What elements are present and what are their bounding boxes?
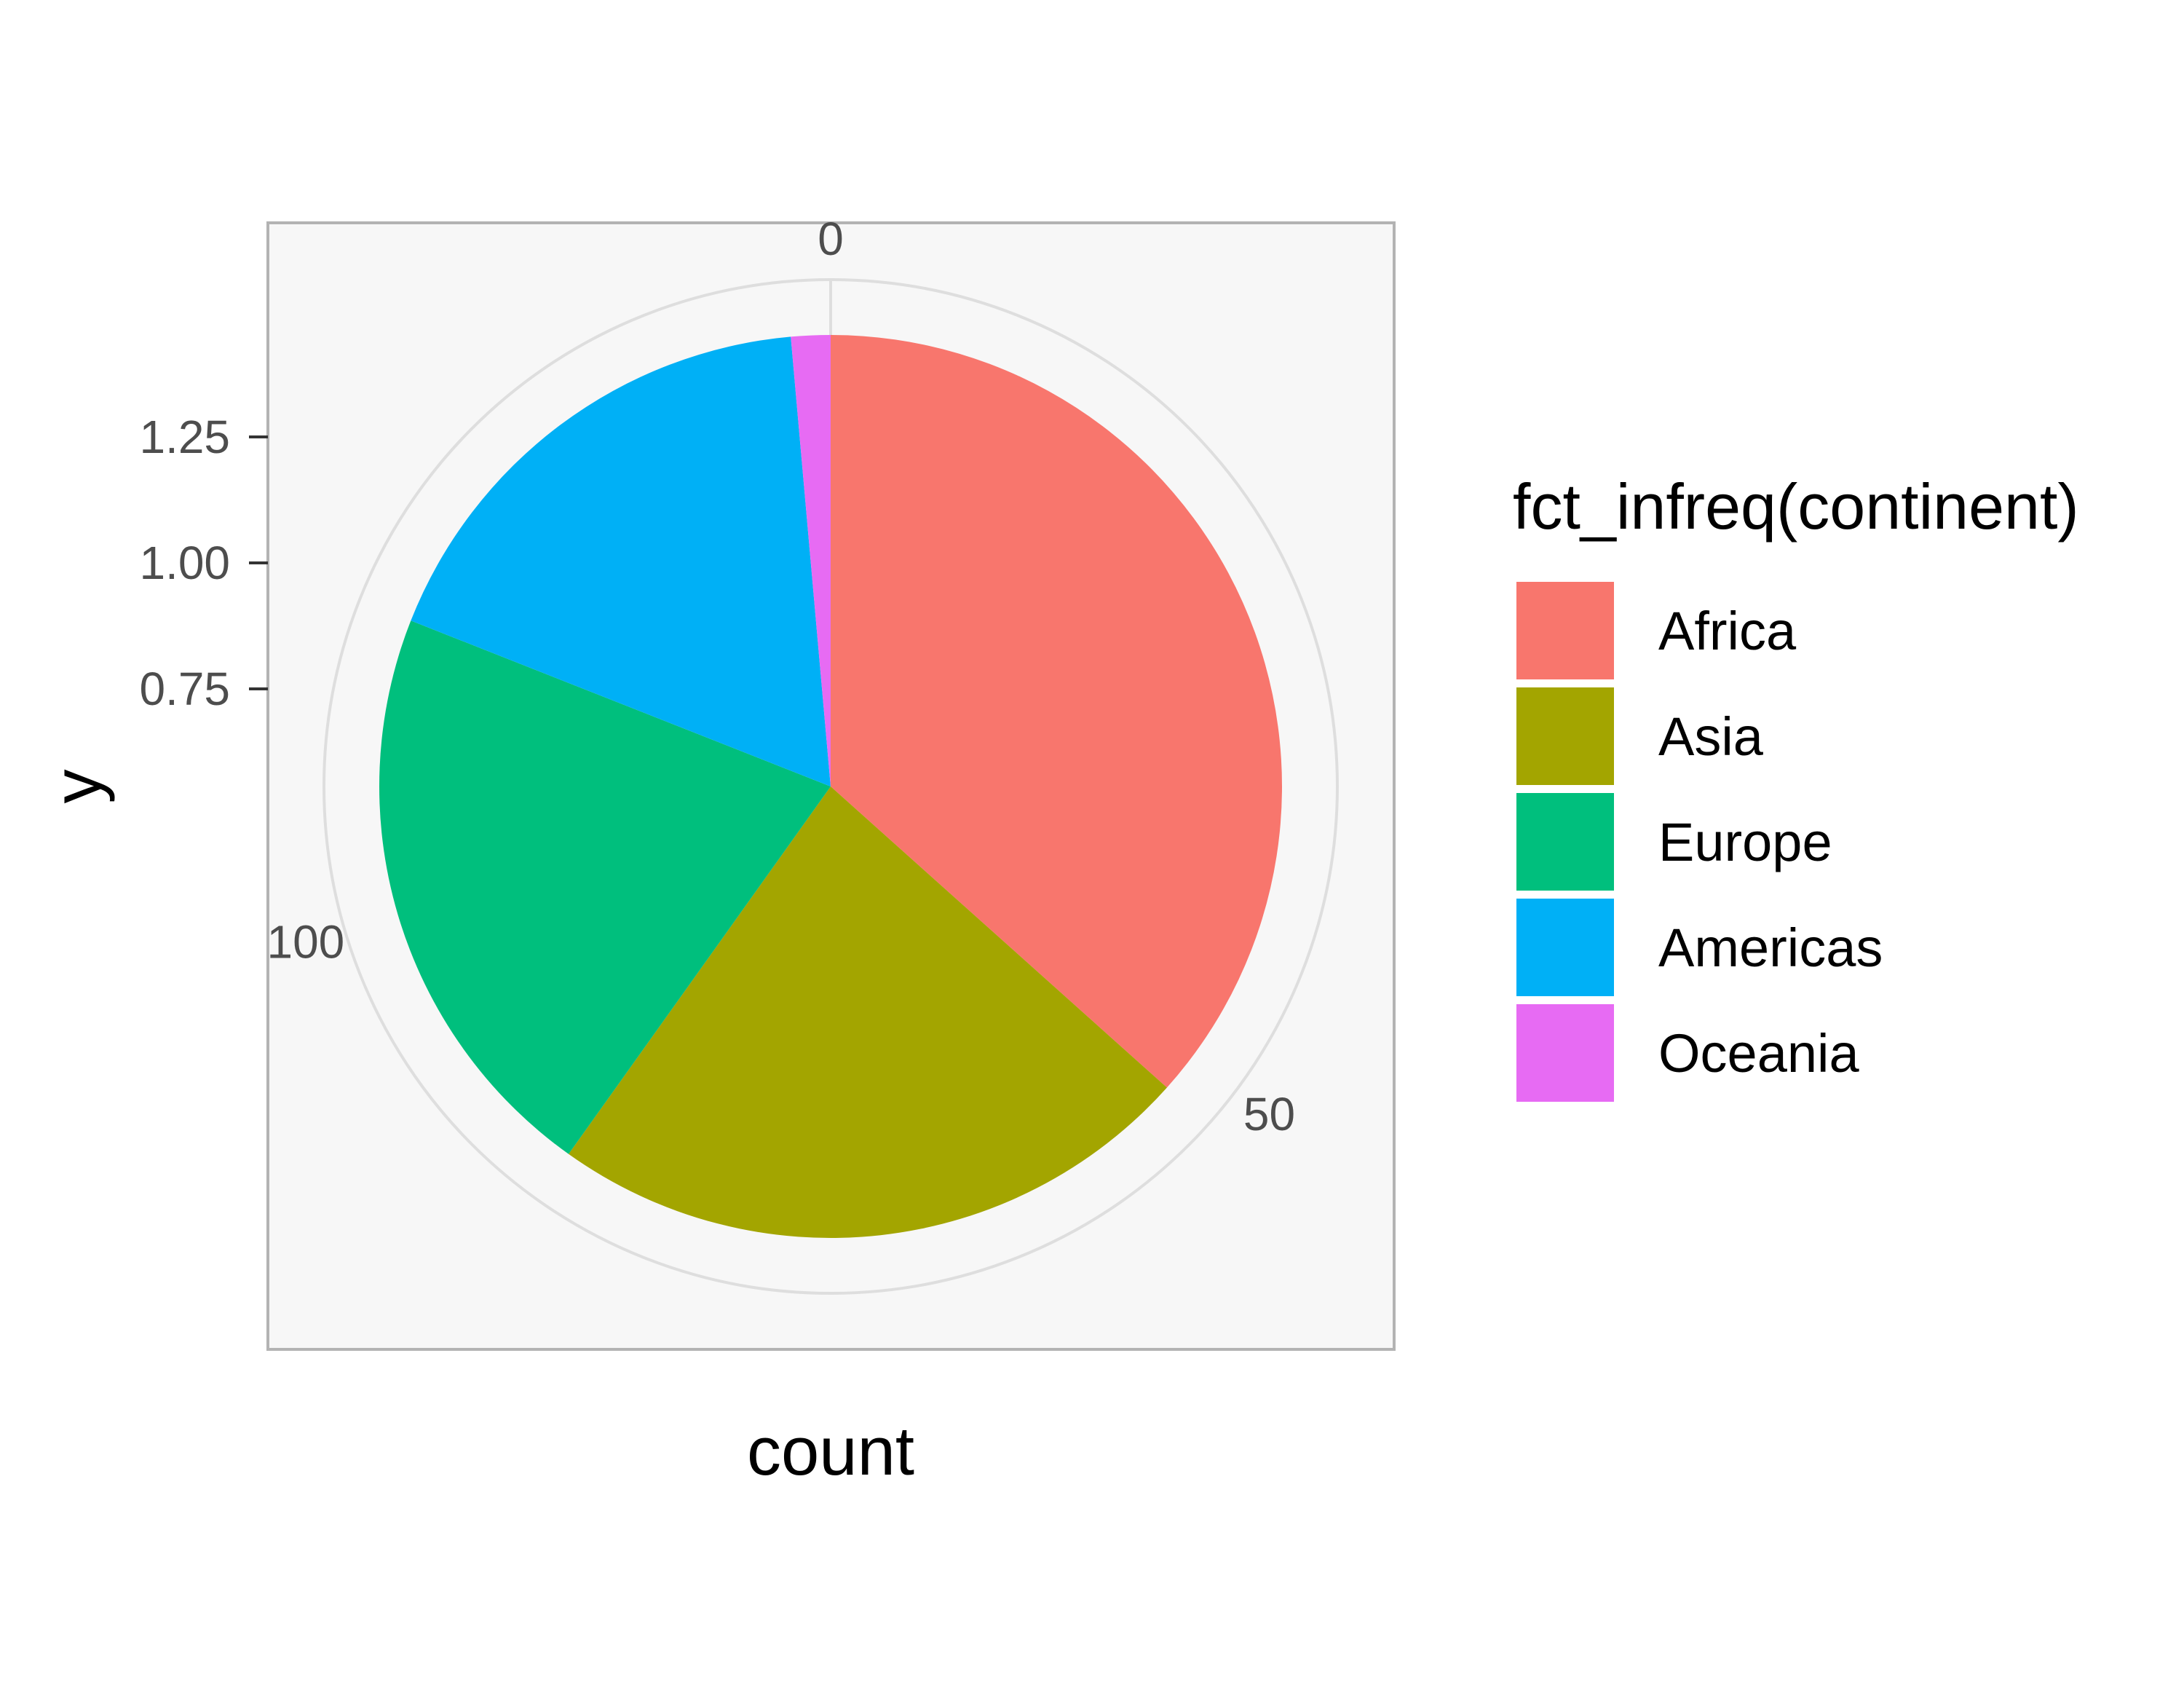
legend-key-europe <box>1516 793 1614 891</box>
theta-tick-label: 0 <box>818 213 844 265</box>
pie-slices <box>379 335 1282 1239</box>
y-axis-title: y <box>39 770 115 804</box>
theta-tick-label: 100 <box>266 915 344 968</box>
legend-label-asia: Asia <box>1658 706 1764 767</box>
legend-items: Africa Asia Europe Americas Oceania <box>1516 582 1883 1102</box>
pie-slice-africa <box>831 335 1282 1088</box>
y-tick-label: 1.25 <box>139 411 230 463</box>
legend-key-oceania <box>1516 1004 1614 1102</box>
legend-key-africa <box>1516 582 1614 679</box>
x-axis-title: count <box>747 1413 914 1489</box>
legend-label-americas: Americas <box>1658 918 1883 978</box>
legend: fct_infreq(continent) Africa Asia Europe Am… <box>1513 470 2079 1102</box>
theta-tick-label: 50 <box>1243 1088 1295 1140</box>
y-tick-label: 0.75 <box>139 663 230 715</box>
pie-slice-asia <box>569 786 1167 1239</box>
legend-label-africa: Africa <box>1658 601 1797 661</box>
theta-tick-labels: 0 50 100 <box>266 213 1295 1140</box>
pie-slice-europe <box>379 620 831 1154</box>
legend-key-americas <box>1516 899 1614 996</box>
legend-label-oceania: Oceania <box>1658 1023 1859 1084</box>
legend-key-asia <box>1516 687 1614 785</box>
legend-label-europe: Europe <box>1658 812 1832 872</box>
y-tick-label: 1.00 <box>139 537 230 589</box>
y-axis-ticks: 0.75 1.00 1.25 <box>139 411 268 715</box>
pie-slice-americas <box>411 336 831 787</box>
legend-title: fct_infreq(continent) <box>1513 470 2079 543</box>
pie-slice-oceania <box>791 335 831 786</box>
